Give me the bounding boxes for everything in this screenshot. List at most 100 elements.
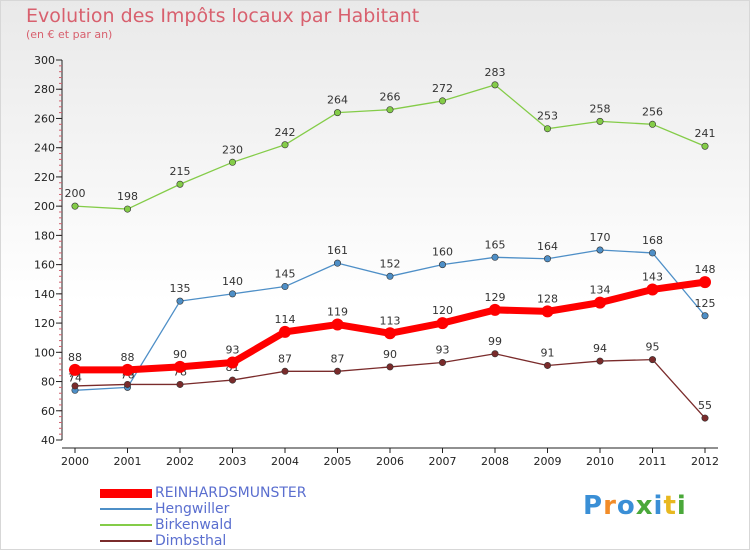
y-tick-label: 260 (34, 112, 55, 125)
data-point (541, 305, 554, 318)
data-label: 88 (68, 351, 82, 364)
legend-label: Hengwiller (155, 501, 230, 517)
data-point (333, 109, 341, 117)
y-tick-label: 120 (34, 317, 55, 330)
data-point (281, 141, 289, 149)
y-tick-label: 160 (34, 259, 55, 272)
data-label: 161 (327, 244, 348, 257)
data-label: 87 (278, 352, 292, 365)
legend-swatch (100, 524, 152, 526)
data-label: 90 (173, 348, 187, 361)
data-label: 88 (121, 351, 135, 364)
data-point (491, 81, 499, 89)
data-point (646, 283, 659, 296)
series-line-dimbsthal (74, 353, 706, 419)
legend-label: Dimbsthal (155, 533, 227, 549)
x-tick-label: 2005 (324, 455, 352, 468)
data-label: 253 (537, 110, 558, 123)
x-tick-label: 2009 (534, 455, 562, 468)
data-label: 99 (488, 335, 502, 348)
data-point (176, 180, 184, 188)
data-label: 168 (642, 234, 663, 247)
data-point (124, 205, 132, 213)
data-label: 272 (432, 82, 453, 95)
x-tick-label: 2008 (481, 455, 509, 468)
data-point (333, 367, 341, 375)
data-point (229, 158, 237, 166)
data-label: 93 (436, 344, 450, 357)
y-tick-label: 200 (34, 200, 55, 213)
data-point (176, 297, 184, 305)
data-label: 91 (541, 346, 555, 359)
data-label: 148 (695, 263, 716, 276)
data-label: 200 (65, 187, 86, 200)
data-point (701, 142, 709, 150)
data-point (121, 363, 134, 376)
data-point (71, 202, 79, 210)
data-label: 165 (485, 238, 506, 251)
x-tick-label: 2011 (639, 455, 667, 468)
data-label: 135 (170, 282, 191, 295)
data-label: 242 (275, 126, 296, 139)
y-tick-label: 220 (34, 171, 55, 184)
data-point (384, 327, 396, 340)
data-label: 95 (646, 341, 660, 354)
y-tick-label: 80 (41, 376, 55, 389)
data-label: 114 (275, 313, 296, 326)
data-label: 134 (590, 284, 611, 297)
data-label: 143 (642, 270, 663, 283)
data-label: 119 (327, 306, 348, 319)
data-point (229, 290, 237, 298)
data-label: 94 (593, 342, 607, 355)
data-label: 113 (380, 314, 401, 327)
x-tick-label: 2003 (219, 455, 247, 468)
data-label: 283 (485, 66, 506, 79)
legend-swatch (100, 540, 152, 542)
data-label: 140 (222, 275, 243, 288)
data-point (124, 380, 132, 388)
data-point (331, 318, 344, 331)
data-label: 266 (380, 91, 401, 104)
y-tick-label: 180 (34, 229, 55, 242)
y-tick-label: 140 (34, 288, 55, 301)
y-tick-label: 240 (34, 142, 55, 155)
x-tick-label: 2010 (586, 455, 614, 468)
legend-swatch (100, 488, 152, 498)
data-label: 152 (380, 257, 401, 270)
y-tick-label: 300 (34, 54, 55, 67)
data-point (69, 363, 81, 376)
data-point (438, 97, 446, 105)
data-point (281, 283, 289, 291)
data-point (596, 246, 604, 254)
legend-label: Birkenwald (155, 517, 233, 533)
data-point (596, 357, 604, 365)
chart-title: Evolution des Impôts locaux par Habitant (26, 5, 420, 27)
data-label: 125 (695, 297, 716, 310)
data-label: 264 (327, 94, 348, 107)
data-label: 120 (432, 304, 453, 317)
x-tick-label: 2000 (61, 455, 89, 468)
data-point (594, 296, 606, 309)
data-label: 164 (537, 240, 558, 253)
data-point (333, 259, 341, 267)
data-point (701, 414, 709, 422)
data-label: 128 (537, 292, 558, 305)
y-tick-label: 100 (34, 346, 55, 359)
data-point (279, 325, 291, 338)
data-label: 215 (170, 165, 191, 178)
data-point (699, 276, 711, 289)
y-tick-label: 40 (41, 434, 55, 447)
data-label: 87 (331, 352, 345, 365)
data-label: 129 (485, 291, 506, 304)
x-tick-label: 2006 (376, 455, 404, 468)
data-label: 55 (698, 399, 712, 412)
data-point (226, 356, 239, 369)
data-point (438, 261, 446, 269)
data-point (176, 380, 184, 388)
data-label: 170 (590, 231, 611, 244)
data-point (281, 367, 289, 375)
data-point (438, 359, 446, 367)
data-point (543, 125, 551, 133)
data-label: 256 (642, 105, 663, 118)
